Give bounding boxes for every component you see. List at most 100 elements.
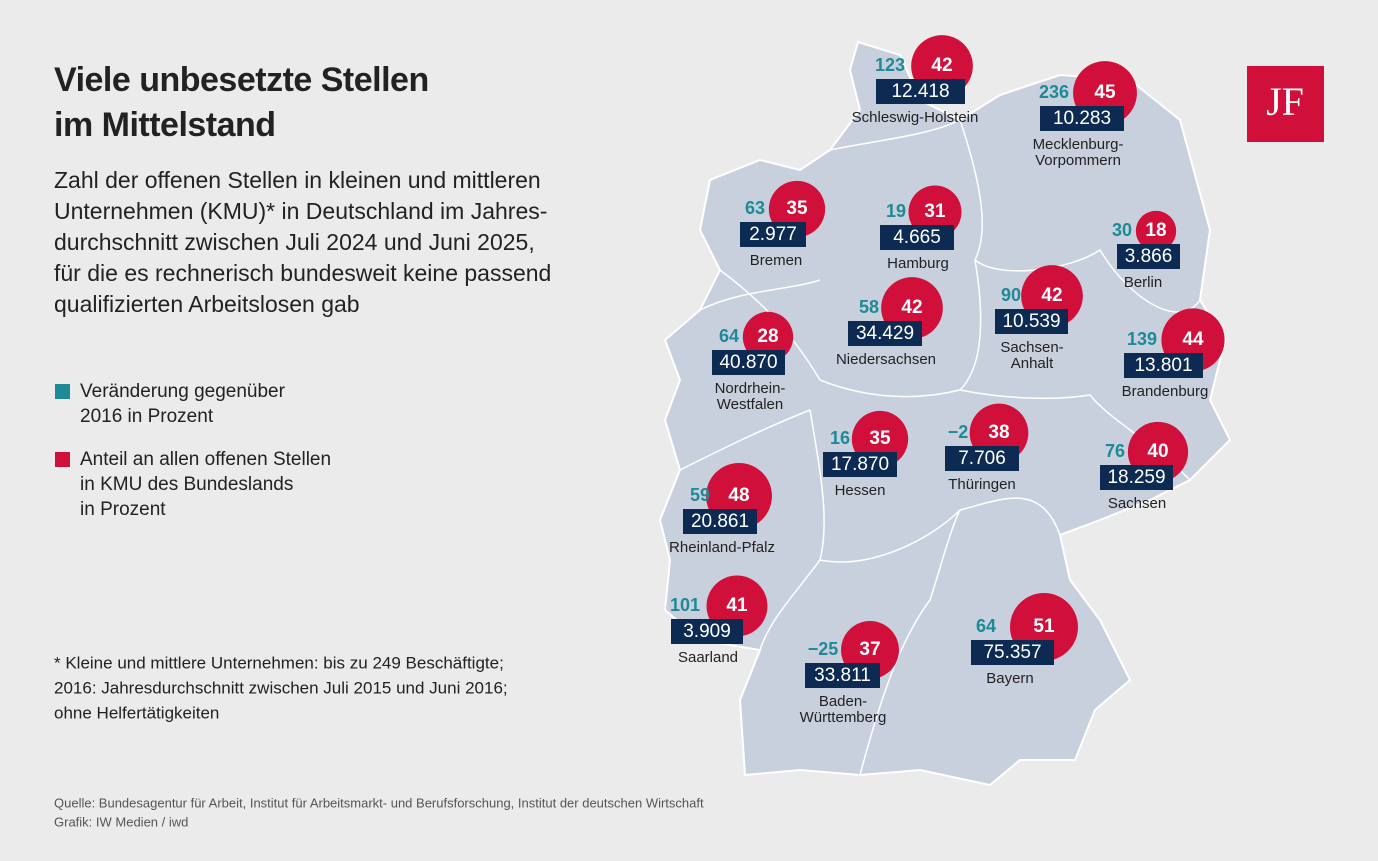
- state-name: Schleswig-Holstein: [852, 109, 979, 126]
- share-value: 42: [931, 55, 952, 76]
- source: Grafik: IW Medien / iwd: [54, 814, 188, 829]
- share-value: 40: [1147, 441, 1168, 462]
- share-value: 35: [786, 198, 808, 219]
- share-circle: [1135, 210, 1177, 252]
- share-value: 35: [869, 428, 891, 449]
- share-value: 41: [726, 595, 748, 616]
- subtitle: durchschnitt zwischen Juli 2024 und Juni…: [54, 229, 535, 255]
- logo-box: [1247, 66, 1324, 142]
- count-box: [848, 321, 922, 346]
- change-value: 63: [745, 198, 765, 218]
- change-value: 64: [719, 326, 739, 346]
- count-box: [945, 446, 1019, 471]
- count-box: [1124, 353, 1203, 378]
- count-box: [712, 350, 785, 375]
- state-name: Westfalen: [717, 396, 783, 413]
- state-name: Sachsen-: [1000, 339, 1063, 356]
- footnote: 2016: Jahresdurchschnitt zwischen Juli 2…: [54, 678, 508, 697]
- share-value: 28: [757, 326, 778, 347]
- count-value: 13.801: [1134, 355, 1192, 376]
- count-box: [880, 225, 954, 250]
- share-value: 44: [1182, 329, 1204, 350]
- legend-label: Veränderung gegenüber: [80, 381, 286, 402]
- legend-swatch: [55, 452, 70, 467]
- count-value: 10.539: [1002, 311, 1060, 332]
- source: Quelle: Bundesagentur für Arbeit, Instit…: [54, 795, 704, 810]
- state-name: Sachsen: [1108, 495, 1166, 512]
- change-value: 64: [976, 616, 996, 636]
- legend-label: in KMU des Bundeslands: [80, 474, 293, 495]
- state-name: Hamburg: [887, 255, 949, 272]
- state-name: Niedersachsen: [836, 351, 936, 368]
- share-value: 31: [924, 201, 946, 222]
- count-box: [671, 619, 743, 644]
- change-value: 59: [690, 485, 710, 505]
- subtitle: qualifizierten Arbeitslosen gab: [54, 291, 360, 317]
- share-value: 37: [859, 639, 880, 660]
- change-value: −25: [808, 639, 839, 659]
- state-name: Saarland: [678, 649, 738, 666]
- change-value: 30: [1112, 220, 1132, 240]
- subtitle: Unternehmen (KMU)* in Deutschland im Jah…: [54, 198, 547, 224]
- share-value: 42: [901, 297, 922, 318]
- legend-label: 2016 in Prozent: [80, 406, 214, 427]
- share-value: 48: [728, 485, 749, 506]
- state-name: Baden-: [819, 693, 867, 710]
- count-value: 7.706: [958, 448, 1006, 469]
- footnote: * Kleine und mittlere Unternehmen: bis z…: [54, 653, 504, 672]
- state-name: Mecklenburg-: [1033, 136, 1124, 153]
- share-value: 51: [1033, 616, 1055, 637]
- footnote: ohne Helfertätigkeiten: [54, 703, 219, 722]
- state-name: Nordrhein-: [715, 380, 786, 397]
- share-value: 38: [988, 422, 1009, 443]
- change-value: 123: [875, 55, 905, 75]
- count-value: 34.429: [856, 323, 914, 344]
- title: im Mittelstand: [54, 106, 276, 144]
- legend-swatch: [55, 384, 70, 399]
- count-value: 10.283: [1053, 108, 1111, 129]
- change-value: 101: [670, 595, 700, 615]
- count-value: 20.861: [691, 511, 749, 532]
- count-value: 17.870: [831, 454, 889, 475]
- change-value: 90: [1001, 285, 1021, 305]
- share-value: 42: [1041, 285, 1062, 306]
- count-value: 12.418: [891, 81, 949, 102]
- change-value: 58: [859, 297, 879, 317]
- count-value: 4.665: [893, 227, 941, 248]
- state-name: Hessen: [835, 482, 886, 499]
- subtitle: für die es rechnerisch bundesweit keine …: [54, 260, 551, 286]
- title: Viele unbesetzte Stellen: [54, 61, 429, 99]
- count-value: 40.870: [719, 352, 777, 373]
- state-name: Rheinland-Pfalz: [669, 539, 775, 556]
- share-circle: [742, 311, 794, 363]
- count-value: 18.259: [1107, 467, 1165, 488]
- count-box: [1040, 106, 1124, 131]
- count-box: [995, 309, 1068, 334]
- state-name: Bayern: [986, 670, 1034, 687]
- share-value: 18: [1145, 220, 1166, 241]
- count-value: 3.909: [683, 621, 731, 642]
- state-name: Anhalt: [1011, 355, 1054, 372]
- count-value: 3.866: [1125, 246, 1173, 267]
- change-value: 76: [1105, 441, 1125, 461]
- state-name: Berlin: [1124, 274, 1162, 291]
- state-name: Bremen: [750, 252, 803, 269]
- change-value: 236: [1039, 82, 1069, 102]
- change-value: −2: [948, 422, 969, 442]
- state-name: Württemberg: [800, 709, 887, 726]
- state-name: Thüringen: [948, 476, 1016, 493]
- change-value: 19: [886, 201, 906, 221]
- legend-label: in Prozent: [80, 499, 166, 520]
- count-box: [1100, 465, 1173, 490]
- share-value: 45: [1094, 82, 1116, 103]
- change-value: 16: [830, 428, 850, 448]
- count-value: 2.977: [749, 224, 797, 245]
- count-box: [876, 79, 965, 104]
- state-name: Brandenburg: [1122, 383, 1209, 400]
- count-box: [823, 452, 897, 477]
- state-name: Vorpommern: [1035, 152, 1121, 169]
- change-value: 139: [1127, 329, 1157, 349]
- count-box: [740, 222, 806, 247]
